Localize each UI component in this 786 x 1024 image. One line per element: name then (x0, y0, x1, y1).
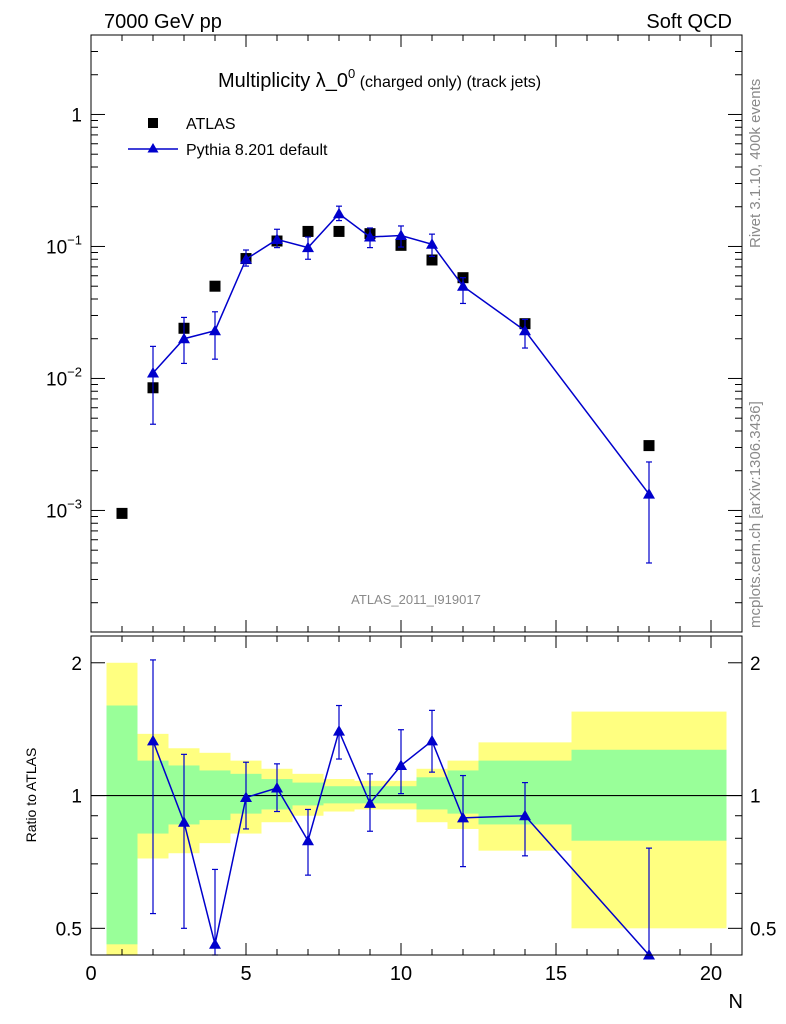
pythia-point (395, 229, 407, 241)
y-tick-label-right: 1 (750, 787, 761, 808)
pythia-point (333, 207, 345, 219)
x-tick-label: 15 (545, 963, 567, 985)
ratio-point (364, 797, 376, 808)
ratio-point (457, 811, 469, 823)
pythia-point (271, 233, 283, 244)
green-band (292, 782, 324, 806)
y-tick-label: 1 (71, 105, 82, 126)
atlas-point (426, 254, 438, 266)
atlas-point (116, 507, 128, 519)
ratio-ylabel: Ratio to ATLAS (23, 748, 39, 843)
green-band (106, 705, 138, 945)
ratio-point (519, 809, 531, 821)
pythia-point (519, 324, 531, 336)
y-tick-label: 0.5 (56, 919, 82, 940)
x-axis-label: N (729, 991, 743, 1013)
y-tick-label: 2 (71, 654, 82, 675)
x-tick-label: 10 (390, 963, 412, 985)
x-tick-label: 0 (85, 963, 96, 985)
atlas-point (302, 225, 314, 237)
ratio-point (302, 834, 314, 846)
ratio-point (209, 938, 221, 949)
y-tick-base: 10 (46, 501, 67, 522)
green-band (323, 786, 355, 804)
y-tick-label: 10−3 (46, 496, 82, 522)
x-axis-ticks-ratio: 0 5 10 15 20 (85, 636, 743, 985)
pythia-point (240, 253, 252, 264)
pythia-point (457, 280, 469, 291)
y-tick-base: 1 (71, 105, 82, 126)
green-band (385, 786, 417, 804)
legend-marker-pythia (147, 143, 159, 153)
ratio-frame (90, 635, 743, 956)
x-tick-label: 5 (240, 963, 251, 985)
analysis-label: ATLAS_2011_I919017 (351, 592, 481, 607)
ratio-point (240, 791, 252, 802)
y-tick-label-right: 2 (750, 654, 761, 675)
ratio-point (333, 725, 345, 736)
ratio-point (426, 734, 438, 746)
atlas-point (333, 225, 345, 237)
pythia-point (302, 241, 314, 253)
atlas-point (209, 280, 221, 292)
chart-title: Multiplicity λ_00 (charged only) (track … (218, 66, 541, 92)
ratio-point (178, 816, 190, 827)
pythia-line (152, 212, 650, 495)
ratio-point (271, 782, 283, 793)
series-atlas (116, 225, 655, 519)
rivet-label: Rivet 3.1.10, 400k events (747, 79, 764, 248)
y-tick-label: 10−2 (46, 364, 82, 390)
legend-marker-atlas (148, 118, 158, 128)
pythia-point (209, 324, 221, 336)
title-main: Multiplicity λ_0 (218, 70, 348, 92)
y-tick-exponent: −1 (67, 232, 82, 247)
pythia-point (178, 332, 190, 344)
pythia-point (643, 488, 655, 499)
title-sup: 0 (348, 66, 355, 81)
title-suffix: (charged only) (track jets) (355, 74, 541, 91)
pythia-point (426, 238, 438, 249)
x-tick-label: 20 (700, 963, 722, 985)
ratio-series-pythia (147, 659, 655, 960)
y-axis-ticks-ratio: 0.5 0.5 1 1 2 2 (56, 654, 777, 941)
mcplots-label: mcplots.cern.ch [arXiv:1306.3436] (747, 401, 764, 628)
header-left: 7000 GeV pp (104, 11, 222, 33)
y-tick-exponent: −3 (67, 496, 82, 511)
pythia-point (147, 366, 159, 378)
header-right: Soft QCD (646, 11, 732, 33)
legend: ATLAS Pythia 8.201 default (128, 116, 328, 159)
legend-label-atlas: ATLAS (186, 116, 236, 133)
y-tick-label: 10−1 (46, 232, 82, 258)
ratio-point (395, 759, 407, 770)
top-frame (90, 34, 743, 633)
ratio-bands (106, 662, 727, 955)
y-tick-exponent: −2 (67, 364, 82, 379)
pythia-point (364, 230, 376, 242)
green-band (416, 777, 448, 810)
y-tick-base: 10 (46, 237, 67, 258)
atlas-point (643, 440, 655, 452)
legend-label-pythia: Pythia 8.201 default (186, 142, 328, 159)
y-tick-label: 1 (71, 787, 82, 808)
y-tick-base: 10 (46, 369, 67, 390)
ratio-point (643, 949, 655, 960)
y-tick-label-right: 0.5 (750, 919, 776, 940)
y-axis-ticks-top: 10−310−210−11 (46, 34, 742, 604)
ratio-point (147, 734, 159, 746)
series-pythia (147, 205, 655, 564)
